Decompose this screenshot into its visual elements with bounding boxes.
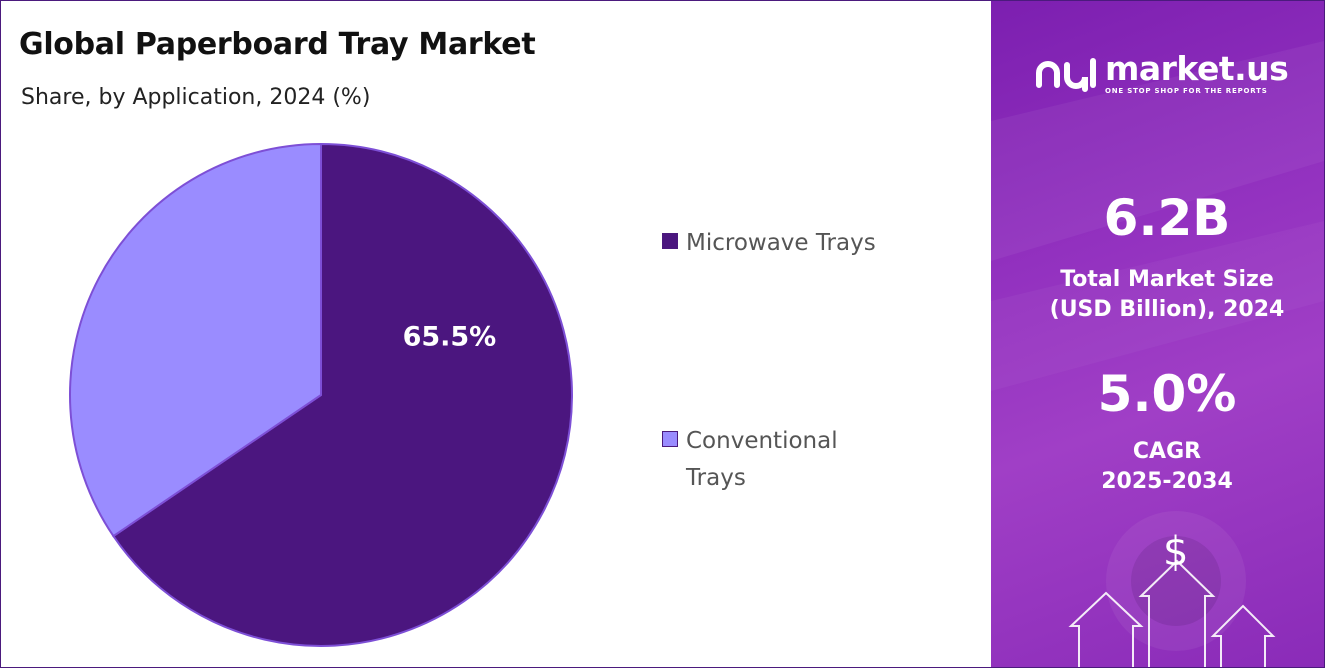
- market-size-value: 6.2B: [1103, 189, 1231, 247]
- legend-item-conventional-trays: Conventional Trays: [662, 423, 876, 497]
- cagr-value: 5.0%: [1097, 365, 1237, 423]
- chart-subtitle: Share, by Application, 2024 (%): [21, 85, 371, 110]
- brand-text: market.us ONE STOP SHOP FOR THE REPORTS: [1105, 49, 1289, 96]
- legend-item-microwave-trays: Microwave Trays: [662, 225, 876, 262]
- chart-title: Global Paperboard Tray Market: [19, 27, 536, 62]
- cagr-label-line1: CAGR: [1132, 439, 1202, 464]
- dollar-sign-icon: $: [1163, 529, 1189, 575]
- cagr-label-line2: 2025-2034: [1101, 469, 1233, 494]
- chart-panel: Global Paperboard Tray Market Share, by …: [1, 1, 989, 667]
- market-us-logo-icon: [1036, 58, 1096, 92]
- data-label-microwave-trays: 65.5%: [403, 321, 497, 352]
- brand-logo: market.us ONE STOP SHOP FOR THE REPORTS: [1033, 49, 1289, 97]
- market-size-label-line1: Total Market Size: [1060, 267, 1274, 292]
- legend-swatch-conventional-trays: [662, 431, 678, 447]
- stats-panel: market.us ONE STOP SHOP FOR THE REPORTS …: [991, 1, 1324, 667]
- pie-chart: 65.5%: [69, 142, 573, 647]
- cagr-label: CAGR 2025-2034: [991, 437, 1324, 497]
- background-decoration: [991, 41, 1324, 667]
- legend-label-conventional-trays: Conventional Trays: [686, 428, 838, 491]
- pie-slice-conventional-trays: [69, 142, 322, 538]
- brand-name: market.us: [1105, 49, 1289, 88]
- growth-arrows-icon: [1068, 559, 1276, 667]
- brand-tagline: ONE STOP SHOP FOR THE REPORTS: [1105, 87, 1268, 95]
- legend-swatch-microwave-trays: [662, 233, 678, 249]
- market-size-label-line2: (USD Billion), 2024: [1049, 297, 1285, 322]
- market-size-label: Total Market Size (USD Billion), 2024: [991, 265, 1324, 325]
- legend-label-microwave-trays: Microwave Trays: [686, 230, 876, 256]
- pie-slice-microwave-trays: [112, 142, 573, 647]
